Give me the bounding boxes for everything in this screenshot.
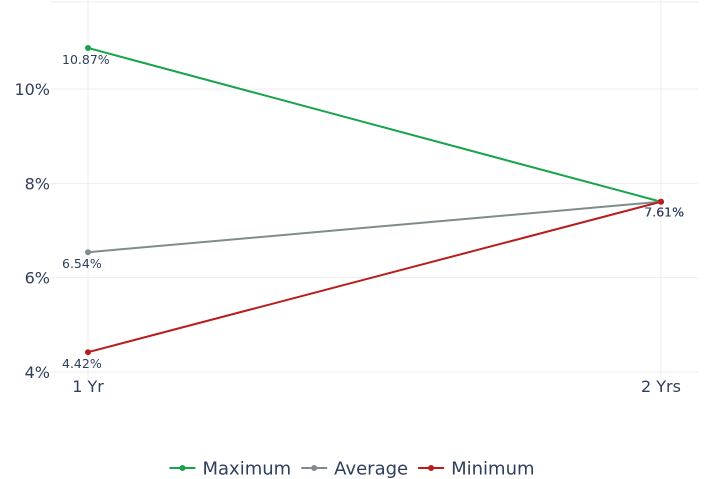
legend-item-average[interactable]: Average — [301, 459, 408, 479]
data-point[interactable] — [85, 44, 91, 51]
legend-label: Minimum — [451, 459, 534, 479]
y-tick-label: 8% — [25, 174, 50, 193]
series-line-minimum[interactable] — [87, 200, 662, 354]
data-label: 4.42% — [62, 356, 102, 371]
series — [85, 44, 664, 356]
x-tick-label: 2 Yrs — [641, 377, 681, 396]
y-tick-label: 10% — [14, 80, 50, 99]
grid — [50, 0, 698, 380]
legend-label: Average — [334, 459, 408, 479]
data-label: 6.54% — [62, 256, 102, 271]
y-tick-label: 6% — [25, 269, 50, 288]
y-tick-label: 4% — [25, 363, 50, 382]
legend-swatch-marker — [428, 465, 435, 471]
data-label: 7.61% — [644, 205, 684, 220]
series-line-maximum[interactable] — [87, 46, 662, 203]
series-line-average[interactable] — [87, 200, 662, 254]
data-label: 10.87% — [62, 52, 110, 67]
data-point[interactable] — [85, 349, 91, 356]
data-point[interactable] — [85, 249, 91, 256]
legend-item-minimum[interactable]: Minimum — [418, 459, 535, 479]
x-axis-ticks: 1 Yr 2 Yrs — [72, 377, 681, 396]
data-point[interactable] — [658, 198, 664, 205]
data-label: 7.61% — [644, 205, 684, 220]
y-axis-ticks: 4% 6% 8% 10% — [14, 80, 50, 382]
legend-swatch-marker — [311, 465, 318, 471]
legend-swatch-marker — [179, 465, 186, 471]
legend-item-maximum[interactable]: Maximum — [169, 459, 291, 479]
data-label: 7.61% — [644, 205, 684, 220]
legend[interactable]: Maximum Average Minimum — [169, 459, 535, 479]
x-tick-label: 1 Yr — [72, 377, 104, 396]
data-labels: 10.87%7.61%6.54%7.61%4.42%7.61% — [62, 52, 684, 371]
legend-label: Maximum — [202, 459, 291, 479]
